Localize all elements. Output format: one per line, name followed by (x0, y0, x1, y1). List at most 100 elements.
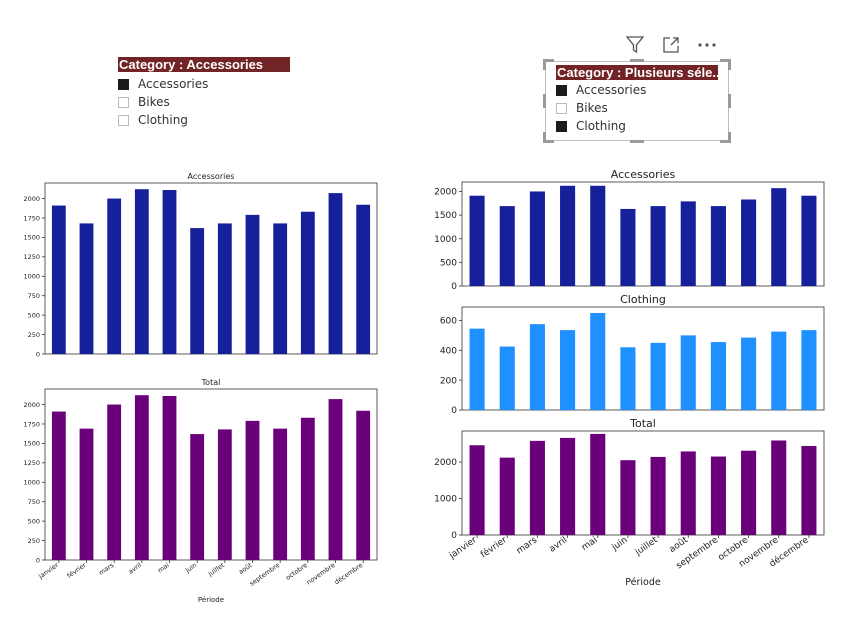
focus-mode-icon[interactable] (660, 34, 682, 56)
slicer-item-accessories[interactable]: Accessories (118, 75, 290, 93)
bar-mai (590, 185, 606, 286)
bar-août (680, 201, 696, 286)
y-tick-label: 0 (451, 282, 457, 292)
resize-handle[interactable] (630, 59, 644, 62)
resize-handle[interactable] (543, 140, 554, 143)
chart-left-accessories: Accessories 0 250 500 750 1000 1250 1500 1750 200… (23, 172, 378, 358)
bar-mai (162, 189, 177, 354)
resize-handle[interactable] (543, 94, 546, 108)
bar-janvier (469, 445, 485, 535)
x-tick-label: mars (97, 561, 116, 577)
bar-juillet (650, 206, 666, 286)
bar-novembre (771, 440, 787, 535)
resize-handle[interactable] (728, 94, 731, 108)
resize-handle[interactable] (543, 132, 546, 143)
checkbox[interactable] (118, 78, 129, 90)
bar-juillet (217, 429, 232, 560)
y-tick-label: 2000 (434, 188, 457, 198)
y-tick-label: 250 (28, 537, 40, 545)
checkbox[interactable] (118, 96, 129, 108)
x-tick-label: mars (515, 535, 540, 556)
more-options-icon[interactable] (696, 34, 718, 56)
y-tick-label: 0 (36, 556, 40, 564)
x-tick-label: mai (580, 535, 599, 553)
bar-août (680, 451, 696, 535)
bar-septembre (273, 428, 288, 560)
bar-juillet (217, 223, 232, 354)
bar-novembre (771, 188, 787, 286)
checkbox[interactable] (556, 120, 567, 132)
chart-right-clothing: Clothing 0 200 400 600 (440, 293, 825, 416)
slicer-item-clothing[interactable]: Clothing (118, 111, 290, 129)
y-tick-label: 600 (440, 317, 457, 327)
y-tick-label: 500 (440, 259, 457, 269)
bar-mai (590, 312, 606, 410)
resize-handle[interactable] (728, 132, 731, 143)
left-category-slicer[interactable]: Category : Accessories Accessories Bikes… (118, 57, 290, 129)
chart-title: Accessories (188, 172, 235, 181)
x-tick-label: février (479, 534, 510, 560)
bar-septembre (273, 223, 288, 354)
bar-avril (134, 189, 149, 354)
bar-juin (620, 208, 636, 286)
slicer-item-clothing[interactable]: Clothing (556, 117, 718, 135)
bar-mars (107, 198, 122, 354)
resize-handle[interactable] (543, 59, 546, 70)
x-tick-label: avril (127, 561, 143, 576)
bar-octobre (741, 199, 757, 286)
y-tick-label: 200 (440, 376, 457, 386)
y-tick-label: 1250 (23, 459, 40, 467)
y-tick-label: 1500 (23, 440, 40, 448)
bar-juin (190, 434, 205, 560)
checkbox[interactable] (556, 84, 567, 96)
bar-août (680, 335, 696, 410)
chart-title: Total (201, 378, 221, 387)
x-axis-label: Période (198, 596, 224, 604)
bar-octobre (300, 211, 315, 354)
slicer-item-label: Clothing (576, 119, 626, 133)
bar-juillet (650, 342, 666, 410)
bar-mai (590, 433, 606, 535)
left-charts-figure: Accessories 0 250 500 750 1000 1250 1500 1750 200… (23, 172, 378, 604)
x-tick-label: août (668, 535, 691, 555)
bar-décembre (801, 330, 817, 410)
y-tick-label: 750 (28, 292, 40, 300)
bar-décembre (356, 204, 371, 354)
resize-handle[interactable] (720, 140, 731, 143)
y-tick-label: 2000 (23, 401, 40, 409)
slicer-item-accessories[interactable]: Accessories (556, 81, 718, 99)
bar-avril (560, 330, 576, 410)
bar-janvier (51, 411, 66, 560)
bar-mai (162, 395, 177, 560)
resize-handle[interactable] (630, 140, 644, 143)
bar-novembre (771, 331, 787, 410)
resize-handle[interactable] (543, 59, 554, 62)
selected-visual-frame[interactable] (543, 59, 731, 143)
resize-handle[interactable] (728, 59, 731, 70)
y-tick-label: 0 (451, 406, 457, 416)
x-tick-label: juillet (633, 535, 660, 558)
right-category-slicer[interactable]: Category : Plusieurs séle... Accessories… (556, 65, 718, 135)
chart-title: Total (629, 417, 656, 430)
checkbox[interactable] (556, 102, 567, 114)
bar-juin (620, 347, 636, 410)
slicer-item-label: Clothing (138, 113, 188, 127)
x-tick-label: septembre (248, 561, 281, 588)
bar-juin (190, 228, 205, 354)
bar-juin (620, 460, 636, 535)
slicer-item-bikes[interactable]: Bikes (118, 93, 290, 111)
bar-août (245, 214, 260, 354)
y-tick-label: 1000 (434, 235, 457, 245)
bar-février (499, 346, 515, 410)
bar-janvier (51, 205, 66, 354)
y-tick-label: 750 (28, 498, 40, 506)
slicer-item-label: Bikes (576, 101, 608, 115)
filter-icon[interactable] (624, 34, 646, 56)
bar-janvier (469, 195, 485, 286)
slicer-item-bikes[interactable]: Bikes (556, 99, 718, 117)
y-tick-label: 0 (36, 350, 40, 358)
slicer-header: Category : Accessories (118, 57, 290, 72)
checkbox[interactable] (118, 114, 129, 126)
resize-handle[interactable] (720, 59, 731, 62)
